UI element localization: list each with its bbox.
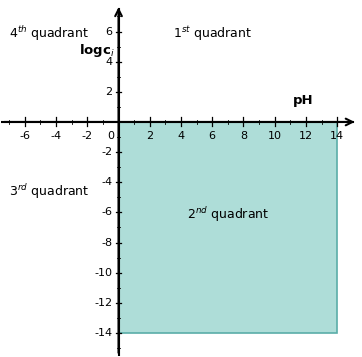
Text: -2: -2 xyxy=(82,131,93,141)
Bar xyxy=(118,122,337,333)
Text: 8: 8 xyxy=(240,131,247,141)
Text: 0: 0 xyxy=(108,131,115,141)
Text: -10: -10 xyxy=(94,268,112,278)
Text: 4: 4 xyxy=(177,131,185,141)
Text: 4$^{th}$ quadrant: 4$^{th}$ quadrant xyxy=(9,24,89,43)
Text: logc$_i$: logc$_i$ xyxy=(79,42,115,59)
Text: -14: -14 xyxy=(94,328,112,338)
Text: 12: 12 xyxy=(299,131,313,141)
Bar xyxy=(118,122,337,333)
Text: -6: -6 xyxy=(101,207,112,217)
Text: 2: 2 xyxy=(105,87,112,97)
Text: -2: -2 xyxy=(101,147,112,157)
Text: -4: -4 xyxy=(101,177,112,187)
Text: 4: 4 xyxy=(105,57,112,67)
Text: 2$^{nd}$ quadrant: 2$^{nd}$ quadrant xyxy=(187,205,269,224)
Text: 3$^{rd}$ quadrant: 3$^{rd}$ quadrant xyxy=(9,182,89,201)
Text: -6: -6 xyxy=(19,131,30,141)
Text: 6: 6 xyxy=(209,131,216,141)
Text: 6: 6 xyxy=(105,26,112,36)
Text: pH: pH xyxy=(292,94,313,107)
Text: 10: 10 xyxy=(268,131,282,141)
Text: -8: -8 xyxy=(101,237,112,247)
Text: -12: -12 xyxy=(94,298,112,308)
Text: 1$^{st}$ quadrant: 1$^{st}$ quadrant xyxy=(173,24,252,42)
Text: -4: -4 xyxy=(50,131,62,141)
Text: 2: 2 xyxy=(146,131,153,141)
Text: 14: 14 xyxy=(330,131,344,141)
